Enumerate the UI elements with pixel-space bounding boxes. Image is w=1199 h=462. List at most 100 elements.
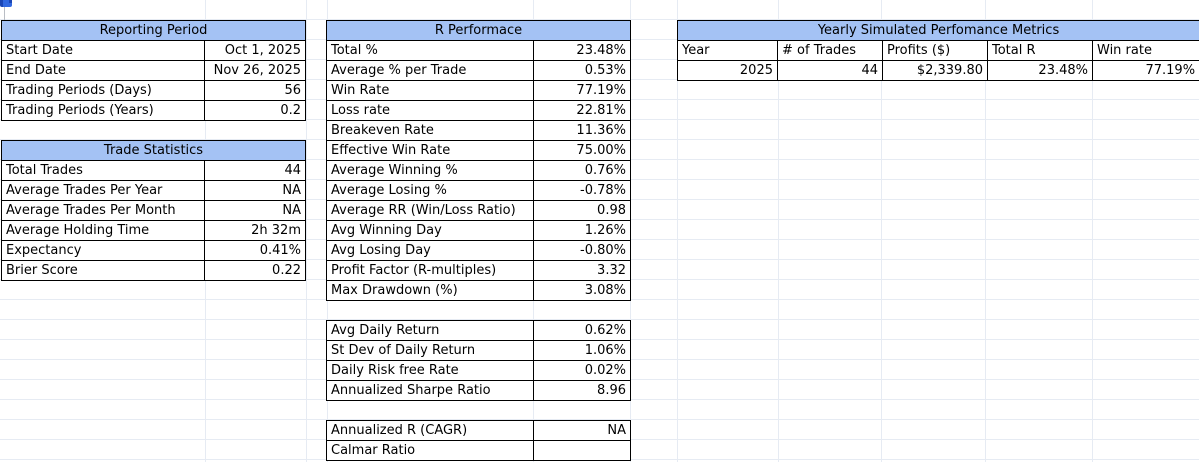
- table-row: Annualized Sharpe Ratio 8.96: [326, 380, 631, 401]
- value-cell[interactable]: 0.22: [204, 260, 306, 281]
- table-row: Average RR (Win/Loss Ratio) 0.98: [326, 200, 631, 221]
- label-cell[interactable]: Annualized R (CAGR): [326, 420, 534, 441]
- table-row: Max Drawdown (%) 3.08%: [326, 280, 631, 301]
- label-cell[interactable]: Trading Periods (Days): [1, 80, 205, 101]
- value-cell[interactable]: NA: [204, 200, 306, 221]
- column-header-year[interactable]: Year: [677, 40, 778, 61]
- value-cell[interactable]: 1.26%: [533, 220, 631, 241]
- label-cell[interactable]: Loss rate: [326, 100, 534, 121]
- label-cell[interactable]: Brier Score: [1, 260, 205, 281]
- label-cell[interactable]: Breakeven Rate: [326, 120, 534, 141]
- yearly-metrics-title[interactable]: Yearly Simulated Perfomance Metrics: [676, 20, 1199, 41]
- table-row: 2025 44 $2,339.80 23.48% 77.19%: [677, 60, 1199, 81]
- value-cell[interactable]: 3.32: [533, 260, 631, 281]
- value-cell[interactable]: [533, 440, 631, 461]
- column-header-profits[interactable]: Profits ($): [882, 40, 988, 61]
- label-cell[interactable]: End Date: [1, 60, 205, 81]
- value-cell[interactable]: Nov 26, 2025: [204, 60, 306, 81]
- reporting-period-table: Reporting Period Start Date Oct 1, 2025 E…: [1, 20, 306, 121]
- value-cell[interactable]: -0.80%: [533, 240, 631, 261]
- value-cell[interactable]: 56: [204, 80, 306, 101]
- partial-blue-icon[interactable]: [0, 0, 12, 7]
- daily-return-table: Avg Daily Return 0.62% St Dev of Daily Re…: [326, 320, 631, 401]
- table-row: Total Trades 44: [1, 160, 306, 181]
- label-cell[interactable]: Avg Losing Day: [326, 240, 534, 261]
- value-cell[interactable]: 11.36%: [533, 120, 631, 141]
- table-row: Calmar Ratio: [326, 440, 631, 461]
- value-cell[interactable]: 22.81%: [533, 100, 631, 121]
- table-row: Brier Score 0.22: [1, 260, 306, 281]
- label-cell[interactable]: Total %: [326, 40, 534, 61]
- table-row: Daily Risk free Rate 0.02%: [326, 360, 631, 381]
- table-row: Win Rate 77.19%: [326, 80, 631, 101]
- win-rate-cell[interactable]: 77.19%: [1091, 60, 1199, 81]
- table-row: Annualized R (CAGR) NA: [326, 420, 631, 441]
- value-cell[interactable]: 44: [204, 160, 306, 181]
- table-row: Average Losing % -0.78%: [326, 180, 631, 201]
- label-cell[interactable]: Average RR (Win/Loss Ratio): [326, 200, 534, 221]
- value-cell[interactable]: 23.48%: [533, 40, 631, 61]
- label-cell[interactable]: Trading Periods (Years): [1, 100, 205, 121]
- table-row: St Dev of Daily Return 1.06%: [326, 340, 631, 361]
- trade-statistics-title[interactable]: Trade Statistics: [1, 140, 306, 161]
- table-title-row: Yearly Simulated Perfomance Metrics: [676, 20, 1199, 41]
- table-row: Average Winning % 0.76%: [326, 160, 631, 181]
- label-cell[interactable]: Max Drawdown (%): [326, 280, 534, 301]
- value-cell[interactable]: 77.19%: [533, 80, 631, 101]
- label-cell[interactable]: Profit Factor (R-multiples): [326, 260, 534, 281]
- label-cell[interactable]: Average Holding Time: [1, 220, 205, 241]
- value-cell[interactable]: Oct 1, 2025: [204, 40, 306, 61]
- value-cell[interactable]: 8.96: [533, 380, 631, 401]
- label-cell[interactable]: Avg Daily Return: [326, 320, 534, 341]
- label-cell[interactable]: Calmar Ratio: [326, 440, 534, 461]
- value-cell[interactable]: 0.02%: [533, 360, 631, 381]
- label-cell[interactable]: Effective Win Rate: [326, 140, 534, 161]
- label-cell[interactable]: St Dev of Daily Return: [326, 340, 534, 361]
- vertical-gridline: [985, 0, 986, 462]
- label-cell[interactable]: Daily Risk free Rate: [326, 360, 534, 381]
- value-cell[interactable]: 75.00%: [533, 140, 631, 161]
- table-row: Total % 23.48%: [326, 40, 631, 61]
- label-cell[interactable]: Start Date: [1, 40, 205, 61]
- label-cell[interactable]: Average % per Trade: [326, 60, 534, 81]
- column-header-trades[interactable]: # of Trades: [777, 40, 883, 61]
- year-cell[interactable]: 2025: [677, 60, 778, 81]
- r-performance-table: R Performace Total % 23.48% Average % per…: [326, 20, 631, 301]
- value-cell[interactable]: 0.76%: [533, 160, 631, 181]
- label-cell[interactable]: Avg Winning Day: [326, 220, 534, 241]
- label-cell[interactable]: Average Trades Per Month: [1, 200, 205, 221]
- label-cell[interactable]: Expectancy: [1, 240, 205, 261]
- column-header-total-r[interactable]: Total R: [987, 40, 1093, 61]
- value-cell[interactable]: 0.98: [533, 200, 631, 221]
- table-row: Start Date Oct 1, 2025: [1, 40, 306, 61]
- value-cell[interactable]: 2h 32m: [204, 220, 306, 241]
- label-cell[interactable]: Total Trades: [1, 160, 205, 181]
- table-row: Avg Daily Return 0.62%: [326, 320, 631, 341]
- column-header-win-rate[interactable]: Win rate: [1091, 40, 1199, 61]
- table-title-row: Reporting Period: [1, 20, 306, 41]
- value-cell[interactable]: -0.78%: [533, 180, 631, 201]
- value-cell[interactable]: 3.08%: [533, 280, 631, 301]
- reporting-period-title[interactable]: Reporting Period: [1, 20, 306, 41]
- label-cell[interactable]: Annualized Sharpe Ratio: [326, 380, 534, 401]
- value-cell[interactable]: 0.2: [204, 100, 306, 121]
- profits-cell[interactable]: $2,339.80: [882, 60, 988, 81]
- label-cell[interactable]: Average Trades Per Year: [1, 180, 205, 201]
- value-cell[interactable]: 0.41%: [204, 240, 306, 261]
- table-title-row: R Performace: [326, 20, 631, 41]
- value-cell[interactable]: 0.53%: [533, 60, 631, 81]
- table-row: Average % per Trade 0.53%: [326, 60, 631, 81]
- table-row: Average Holding Time 2h 32m: [1, 220, 306, 241]
- r-performance-title[interactable]: R Performace: [326, 20, 631, 41]
- label-cell[interactable]: Average Losing %: [326, 180, 534, 201]
- label-cell[interactable]: Average Winning %: [326, 160, 534, 181]
- value-cell[interactable]: 0.62%: [533, 320, 631, 341]
- value-cell[interactable]: NA: [204, 180, 306, 201]
- label-cell[interactable]: Win Rate: [326, 80, 534, 101]
- value-cell[interactable]: NA: [533, 420, 631, 441]
- table-row: Loss rate 22.81%: [326, 100, 631, 121]
- value-cell[interactable]: 1.06%: [533, 340, 631, 361]
- total-r-cell[interactable]: 23.48%: [987, 60, 1093, 81]
- trades-cell[interactable]: 44: [777, 60, 883, 81]
